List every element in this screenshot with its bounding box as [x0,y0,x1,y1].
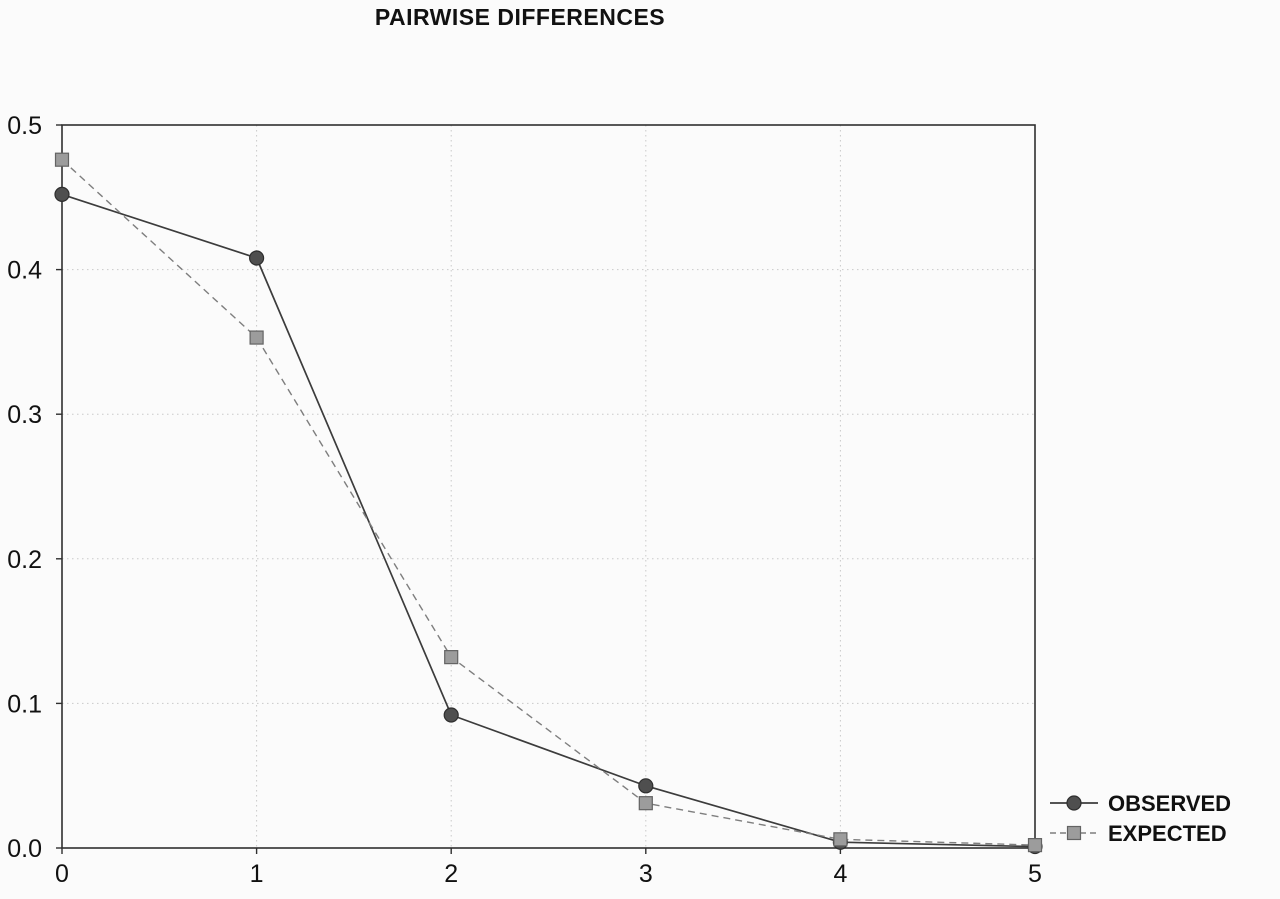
observed-line [61,193,1036,848]
x-axis-tick-label: 0 [55,860,69,888]
expected-marker [444,650,459,665]
chart-title: PAIRWISE DIFFERENCES [374,4,666,30]
expected-marker [1027,838,1043,853]
y-axis-tick-label: 0.1 [7,690,42,718]
expected-marker [833,832,848,847]
y-axis-tick-label: 0.4 [7,257,42,285]
legend: OBSERVED EXPECTED [1050,791,1231,846]
expected-marker [249,330,264,345]
expected-series [54,152,1043,853]
expected-marker [54,152,70,167]
x-axis-tick-label: 1 [250,860,264,888]
observed-marker [54,186,70,203]
legend-item-observed: OBSERVED [1050,791,1231,816]
observed-marker [638,778,654,794]
observed-marker [443,707,459,723]
y-axis-tick-label: 0.2 [7,546,42,574]
observed-series [54,186,1043,855]
y-axis-tick-label: 0.3 [7,401,42,429]
x-axis-tick-label: 3 [639,860,653,888]
y-axis-tick-label: 0.5 [7,112,42,140]
legend-label-observed: OBSERVED [1108,791,1231,816]
legend-item-expected: EXPECTED [1050,821,1227,846]
observed-marker [249,250,265,266]
plot-border [61,124,1036,849]
expected-line [61,159,1036,846]
y-axis-tick-label: 0.0 [7,835,42,863]
expected-marker [638,796,653,811]
legend-label-expected: EXPECTED [1108,821,1227,846]
x-axis-tick-label: 5 [1028,860,1042,888]
x-axis-tick-label: 2 [444,860,458,888]
expected-legend-marker-icon [1066,825,1082,841]
x-axis-tick-label: 4 [833,860,847,888]
observed-legend-marker-icon [1066,795,1082,811]
